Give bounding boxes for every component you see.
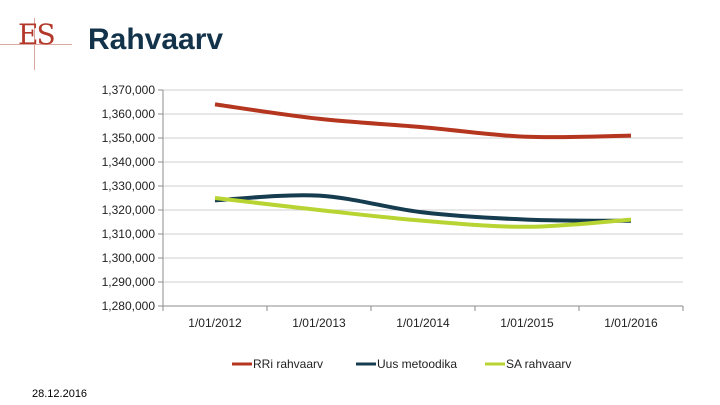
y-tick-label: 1,320,000 xyxy=(102,203,156,217)
y-tick-label: 1,290,000 xyxy=(102,275,156,289)
y-tick-label: 1,330,000 xyxy=(102,179,156,193)
x-tick-label: 1/01/2016 xyxy=(604,316,658,330)
y-tick-label: 1,280,000 xyxy=(102,299,156,313)
y-tick-label: 1,300,000 xyxy=(102,251,156,265)
y-tick-label: 1,370,000 xyxy=(102,83,156,97)
x-tick-label: 1/01/2014 xyxy=(396,316,450,330)
x-tick-label: 1/01/2015 xyxy=(500,316,554,330)
series-line-rri-rahvaarv xyxy=(214,102,632,140)
footer-date: 28.12.2016 xyxy=(32,388,88,400)
slide-title: Rahvaarv xyxy=(88,23,224,56)
x-axis-ticks: 1/01/2012 1/01/2013 1/01/2014 1/01/2015 1/01… xyxy=(188,316,658,330)
series-lines xyxy=(214,102,632,229)
y-tick-label: 1,360,000 xyxy=(102,107,156,121)
y-tick-label: 1,350,000 xyxy=(102,131,156,145)
x-tick-label: 1/01/2013 xyxy=(292,316,346,330)
x-tick-label: 1/01/2012 xyxy=(188,316,242,330)
series-line-uus-metoodika xyxy=(214,193,632,223)
y-tick-label: 1,310,000 xyxy=(102,227,156,241)
legend: RRi rahvaarv Uus metoodika SA rahvaarv xyxy=(232,357,571,371)
legend-label-uus-metoodika: Uus metoodika xyxy=(377,357,457,371)
es-logo: ES xyxy=(18,18,56,51)
logo-horizontal-line xyxy=(0,44,72,45)
y-axis-ticks: 1,280,000 1,290,000 1,300,000 1,310,000 1,32… xyxy=(102,83,156,313)
legend-label-sa-rahvaarv: SA rahvaarv xyxy=(506,357,571,371)
legend-label-rri-rahvaarv: RRi rahvaarv xyxy=(253,357,323,371)
y-tick-label: 1,340,000 xyxy=(102,155,156,169)
